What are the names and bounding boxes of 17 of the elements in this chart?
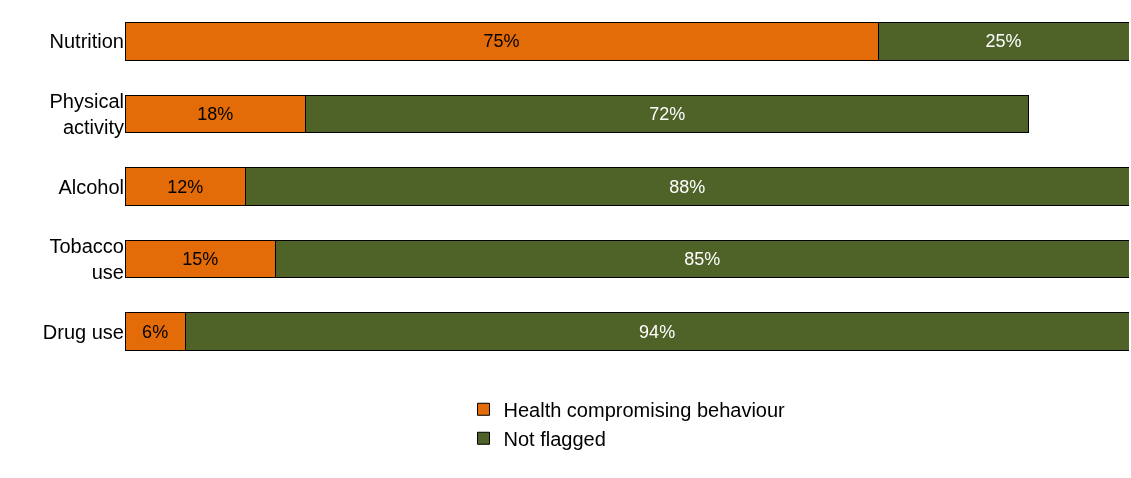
legend-label: Not flagged (503, 428, 606, 451)
y-tick-label: Tobacco use (49, 235, 124, 284)
data-label: 72% (649, 103, 686, 124)
y-tick-label: Nutrition (49, 30, 124, 53)
data-label: 12% (167, 176, 204, 197)
legend-label: Health compromising behaviour (503, 399, 786, 422)
data-label: 88% (669, 176, 706, 197)
y-tick-label: Physical activity (49, 89, 124, 138)
data-label: 18% (197, 103, 234, 124)
data-label: 15% (182, 249, 219, 270)
y-tick-label: Drug use (42, 320, 124, 343)
data-label: 25% (985, 31, 1022, 52)
y-tick-label: Alcohol (58, 175, 124, 198)
data-label: 75% (483, 31, 520, 52)
data-label: 94% (639, 321, 676, 342)
data-label: 85% (684, 249, 721, 270)
data-label: 6% (142, 321, 169, 342)
